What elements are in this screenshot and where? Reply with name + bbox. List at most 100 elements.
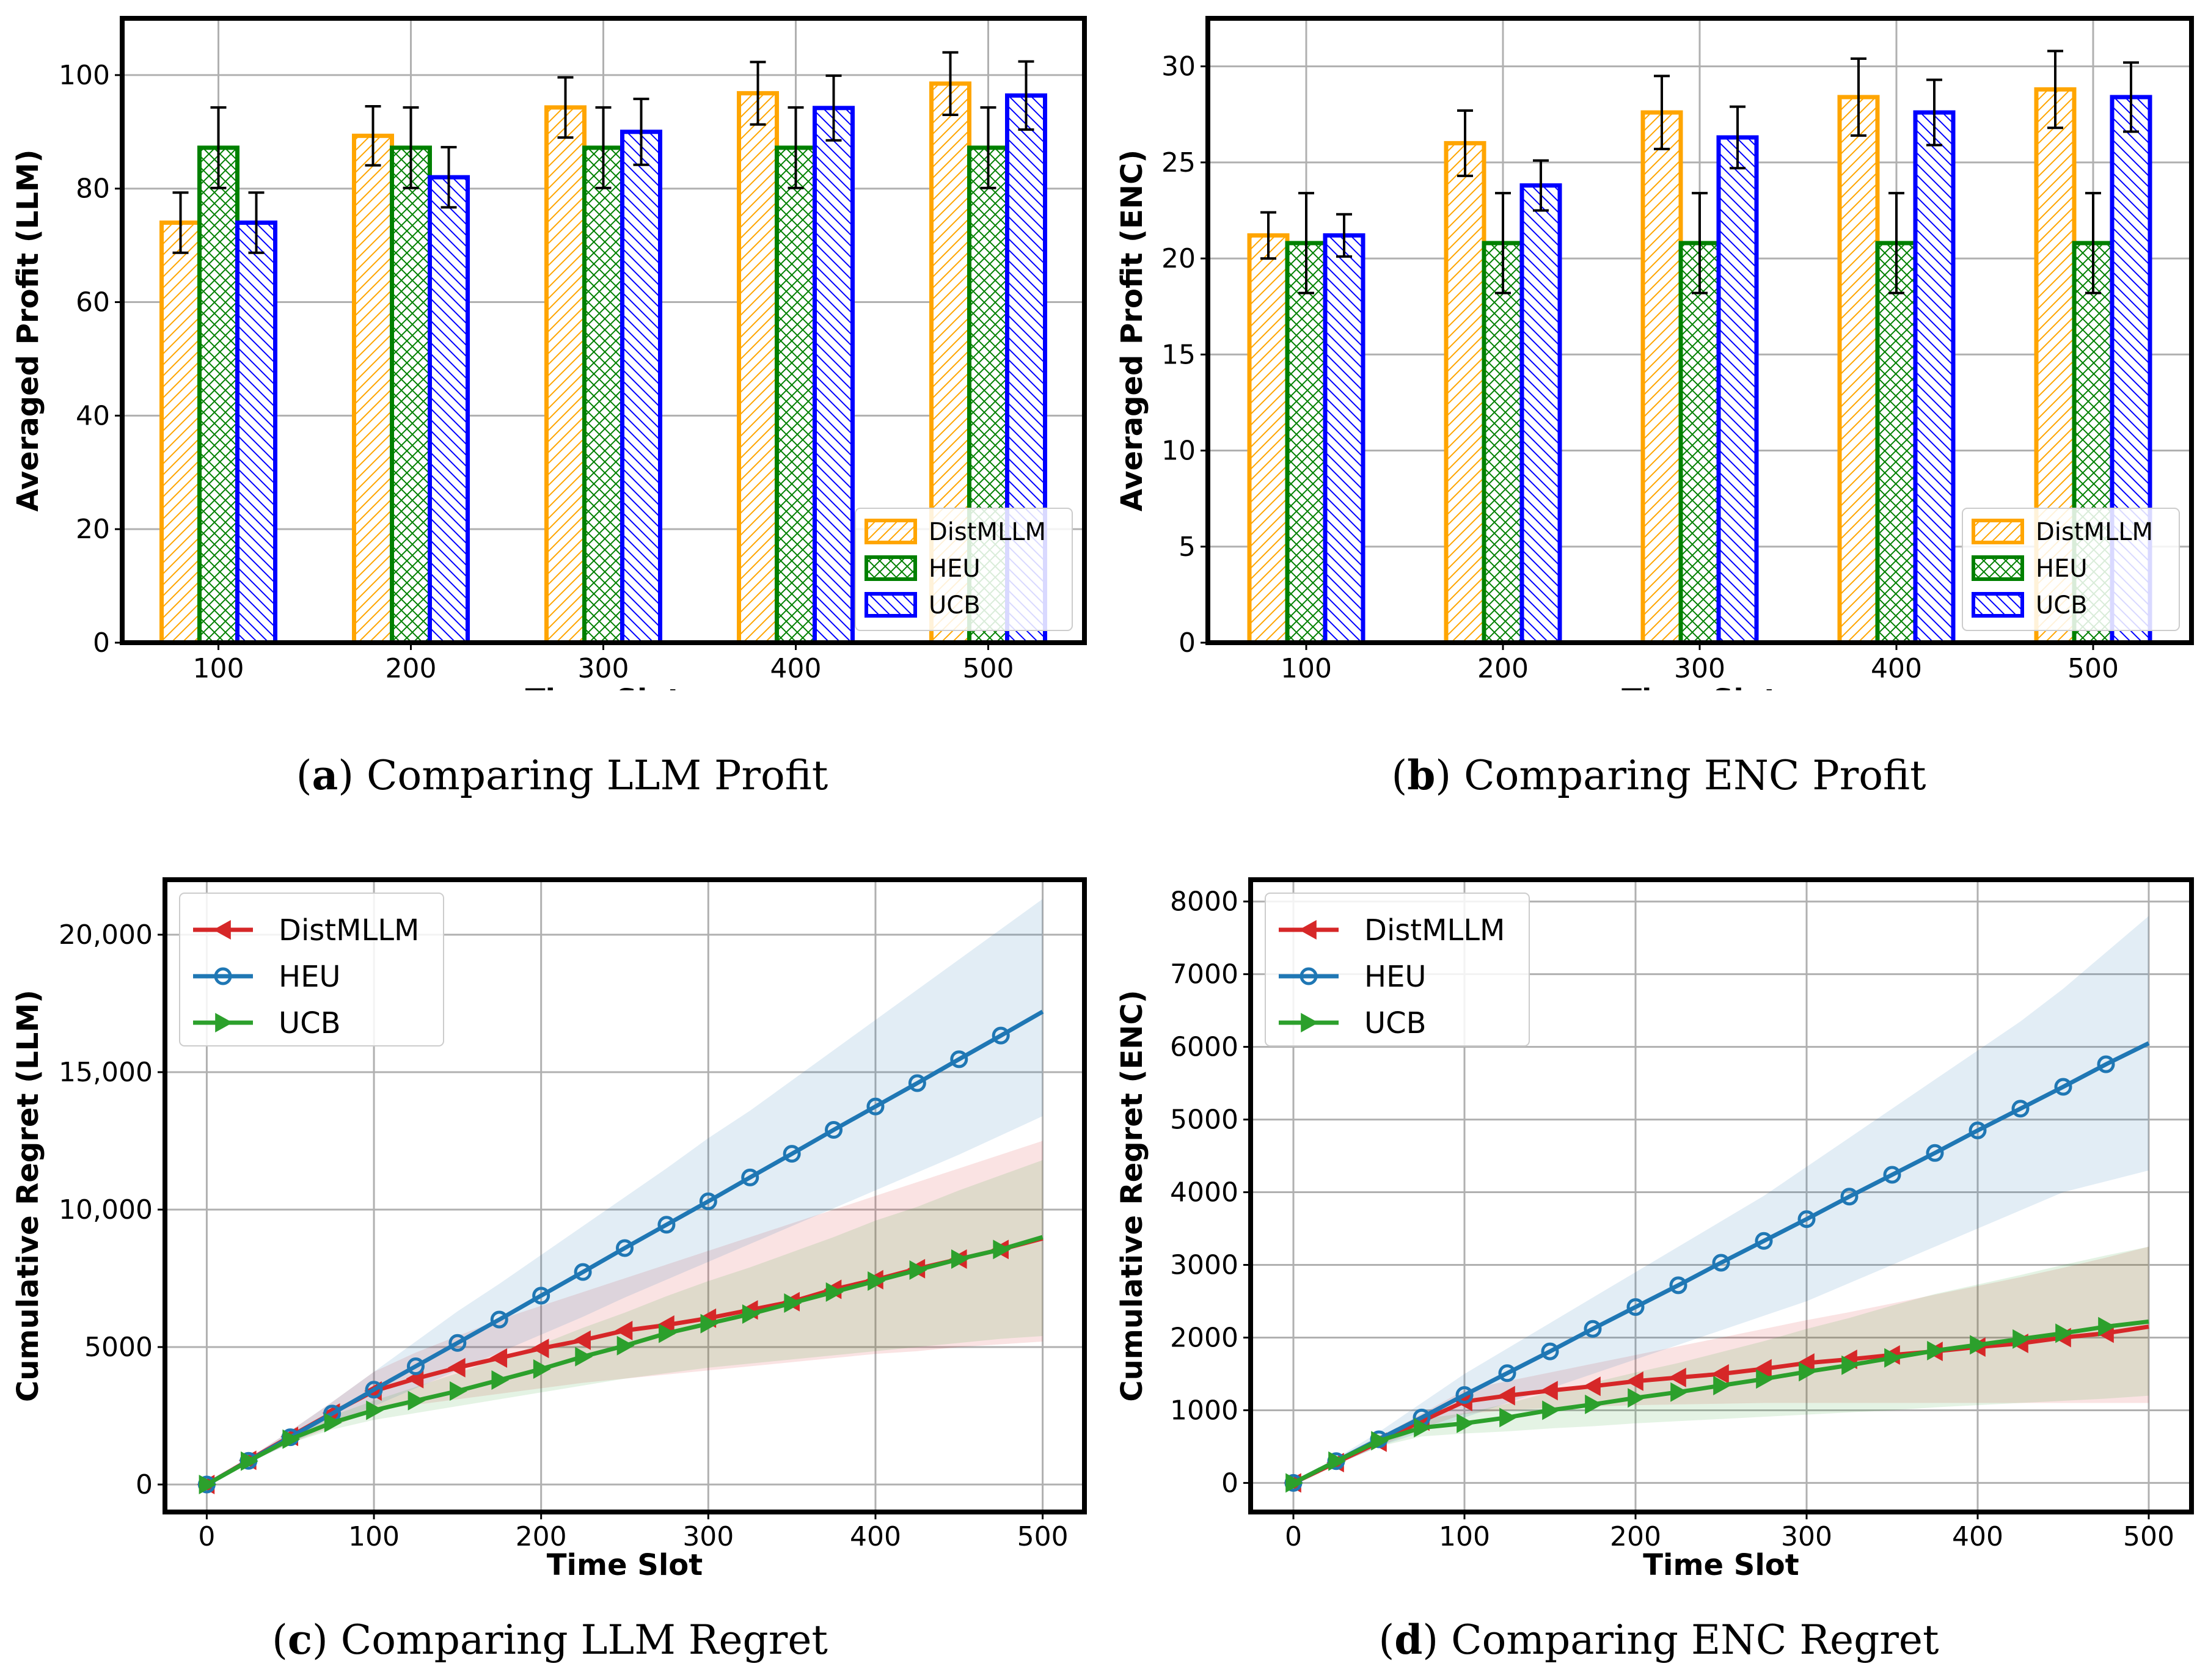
marker-triangle-left [573, 1330, 591, 1350]
marker-triangle-right [408, 1390, 426, 1411]
marker-triangle-right [1371, 1431, 1389, 1451]
error-bar [1654, 75, 1670, 150]
marker-triangle-right [993, 1240, 1011, 1260]
marker-triangle-left [447, 1357, 466, 1378]
band-ucb [1293, 1246, 2149, 1483]
error-bar [2085, 192, 2101, 294]
marker-triangle-left [615, 1321, 633, 1340]
marker-triangle-left [1497, 1386, 1515, 1406]
y-tick-label: 0 [93, 627, 110, 659]
marker-triangle-right [1414, 1418, 1431, 1437]
y-tick-label: 3000 [1170, 1250, 1238, 1281]
error-bar [1298, 192, 1314, 294]
caption-b: (b) Comparing ENC Profit [1391, 751, 1926, 799]
marker-circle [448, 1334, 467, 1352]
legend-label-ucb: UCB [2036, 591, 2088, 619]
y-tick-label: 25 [1161, 147, 1196, 178]
marker-triangle-right [1884, 1348, 1902, 1368]
chart-enc-regret: 0 1000 2000 3000 4000 5000 6000 7000 8000 0 100 200… [1115, 877, 2194, 1582]
marker-triangle-right [909, 1260, 927, 1280]
marker-circle [2011, 1100, 2030, 1118]
error-bar [441, 145, 457, 209]
chart-llm-profit: 0 20 40 60 80 100 100 200 300 400 500 Time Slot Aver… [11, 16, 1087, 690]
error-bar [980, 106, 996, 189]
y-tick-label: 6000 [1170, 1032, 1238, 1063]
marker-circle [1584, 1320, 1602, 1338]
error-bar [1533, 159, 1549, 212]
marker-triangle-right [1628, 1388, 1645, 1408]
y-tick-label: 15,000 [59, 1057, 153, 1088]
markers-heu [1284, 1055, 2115, 1492]
marker-triangle-left [1754, 1359, 1772, 1379]
marker-circle [908, 1074, 926, 1092]
marker-circle [699, 1192, 717, 1210]
x-axis-title: Time Slot [547, 1548, 703, 1582]
y-tick-label: 40 [76, 400, 110, 431]
x-tick-label: 500 [1017, 1521, 1069, 1552]
legend-label-distmllm: DistMLLM [1364, 913, 1505, 948]
legend-swatch-heu [865, 555, 917, 581]
error-bar [210, 106, 227, 189]
error-bar [633, 97, 649, 166]
marker-circle [825, 1121, 843, 1139]
y-axis-title: Averaged Profit (LLM) [11, 149, 45, 511]
error-bar [788, 106, 804, 189]
y-tick-label: 0 [1221, 1467, 1238, 1499]
marker-circle [1926, 1144, 1944, 1162]
x-tick-label: 100 [348, 1521, 400, 1552]
marker-triangle-right [366, 1400, 384, 1420]
error-bar [1457, 109, 1473, 177]
marker-circle [574, 1263, 592, 1281]
marker-triangle-right [533, 1359, 551, 1379]
bar-ucb [428, 175, 470, 645]
bar-distmllm [1444, 141, 1486, 645]
x-tick-label: 400 [1952, 1521, 2003, 1552]
markers-ucb [199, 1240, 1011, 1494]
legend-swatch-distmllm [865, 519, 917, 544]
x-axis-title: Time Slot [525, 683, 681, 690]
marker-triangle-left [1626, 1371, 1643, 1391]
marker-triangle-right [2098, 1317, 2116, 1337]
bar-distmllm [159, 220, 202, 645]
y-tick-label: 1000 [1170, 1395, 1238, 1426]
legend: DistMLLM HEU UCB [855, 508, 1073, 631]
x-tick-label: 500 [2067, 653, 2119, 684]
bar-ucb [1323, 233, 1365, 645]
bar-ucb [1519, 183, 1562, 645]
marker-circle [1626, 1298, 1645, 1317]
error-bar [1926, 78, 1942, 147]
x-tick-label: 0 [1285, 1521, 1302, 1552]
x-tick-label: 400 [1871, 653, 1922, 684]
bar-ucb [620, 130, 662, 645]
legend-swatch-distmllm [1972, 519, 2024, 544]
error-bar [1888, 192, 1904, 294]
legend-label-distmllm: DistMLLM [929, 518, 1046, 546]
marker-circle [657, 1216, 676, 1234]
x-tick-label: 400 [770, 653, 822, 684]
bar-ucb [1716, 135, 1759, 645]
marker-triangle-right [1457, 1413, 1474, 1433]
error-bar [942, 51, 959, 116]
y-axis-title: Averaged Profit (ENC) [1115, 150, 1149, 511]
y-tick-label: 4000 [1170, 1177, 1238, 1208]
y-tick-label: 20 [76, 514, 110, 545]
x-tick-label: 300 [578, 653, 629, 684]
marker-circle [406, 1357, 425, 1375]
marker-circle [616, 1239, 634, 1257]
marker-triangle-right [199, 1475, 217, 1494]
y-tick-label: 5000 [1170, 1105, 1238, 1136]
marker-triangle-right [2012, 1329, 2030, 1349]
bar-distmllm [544, 105, 587, 645]
marker-triangle-right [450, 1381, 467, 1401]
y-tick-label: 100 [59, 60, 110, 91]
error-bar [1851, 57, 1866, 137]
marker-circle [2054, 1078, 2072, 1096]
marker-triangle-right [825, 1282, 844, 1302]
marker-circle [1541, 1342, 1559, 1360]
x-tick-label: 200 [516, 1521, 567, 1552]
marker-triangle-right [1285, 1473, 1303, 1493]
x-tick-label: 200 [1610, 1521, 1661, 1552]
legend-swatch-ucb [865, 592, 917, 618]
y-tick-label: 10 [1161, 436, 1196, 467]
marker-circle [950, 1050, 968, 1068]
